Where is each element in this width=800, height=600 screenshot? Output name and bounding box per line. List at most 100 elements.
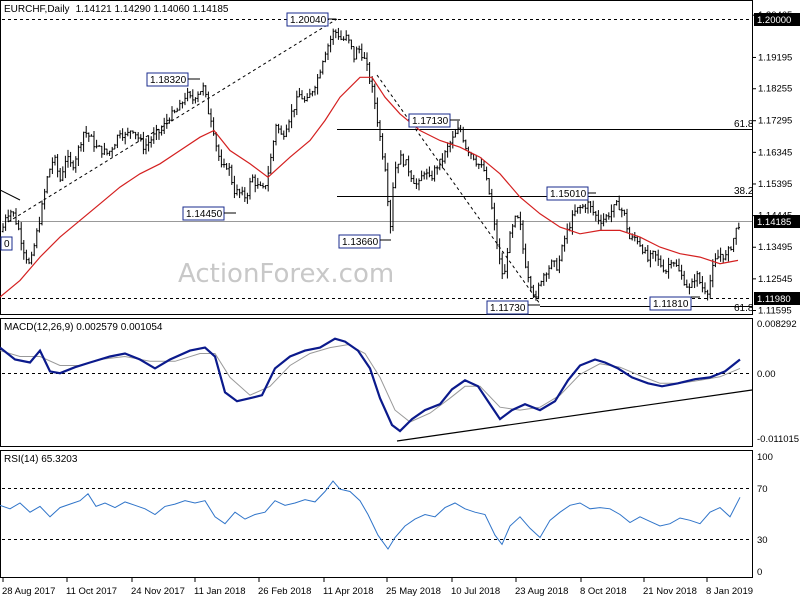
- price-candle: [384, 153, 387, 172]
- svg-text:1.20040: 1.20040: [290, 15, 327, 26]
- price-candle: [514, 215, 517, 228]
- price-candle: [371, 76, 374, 93]
- price-candle: [332, 28, 335, 45]
- price-candle: [152, 127, 155, 144]
- price-candle: [38, 216, 41, 233]
- price-candle: [623, 209, 626, 216]
- time-tick-label: 8 Jan 2019: [706, 586, 753, 597]
- price-candle: [350, 39, 353, 50]
- price-candle: [235, 184, 239, 196]
- price-axis: 1.204651.191951.182551.172951.163451.153…: [752, 10, 792, 317]
- price-candle: [212, 117, 215, 136]
- price-candle: [77, 145, 80, 166]
- svg-text:1.11980: 1.11980: [757, 294, 791, 305]
- price-candle: [139, 134, 142, 142]
- svg-text:1.11810: 1.11810: [653, 299, 689, 310]
- price-candle: [716, 249, 720, 260]
- price-candle: [508, 231, 512, 254]
- price-candle: [20, 222, 23, 251]
- price-candle: [493, 202, 496, 231]
- fib-label-618: 61.8: [734, 119, 754, 130]
- level-label-bottom: 1.11980: [754, 292, 800, 305]
- price-candle: [303, 96, 306, 103]
- price-candle: [480, 157, 483, 168]
- price-candle: [1, 223, 5, 233]
- price-candle: [605, 214, 608, 223]
- price-candle: [9, 209, 12, 222]
- svg-text:1.17130: 1.17130: [412, 116, 449, 127]
- price-candle: [599, 214, 603, 230]
- price-candle: [287, 119, 291, 133]
- price-candle: [355, 46, 358, 60]
- price-candle: [7, 209, 10, 223]
- price-candle: [79, 141, 83, 152]
- price-candle: [204, 85, 207, 98]
- time-tick-label: 10 Jul 2018: [451, 586, 500, 597]
- trendline-down: [376, 74, 541, 305]
- annotation-low-3: 1.11730: [486, 300, 540, 315]
- price-candle: [402, 153, 405, 168]
- price-candle: [326, 43, 330, 61]
- price-candle: [72, 160, 75, 171]
- price-candle: [272, 140, 275, 162]
- price-candle: [651, 250, 655, 259]
- svg-text:1.20000: 1.20000: [757, 15, 791, 26]
- price-candle: [410, 170, 413, 183]
- price-candle: [451, 130, 454, 149]
- price-candle: [628, 226, 631, 240]
- price-candle: [456, 120, 460, 135]
- price-candle: [485, 166, 488, 181]
- price-candle: [360, 43, 363, 61]
- price-candle: [506, 247, 509, 279]
- price-candle: [196, 91, 200, 103]
- price-candle: [732, 237, 735, 253]
- price-candle: [594, 211, 597, 222]
- price-candle: [129, 130, 132, 139]
- macd-title: MACD(12,26,9) 0.002579 0.001054: [4, 322, 163, 333]
- price-candle: [563, 235, 566, 252]
- price-candle: [53, 154, 57, 166]
- price-candle: [170, 106, 174, 122]
- price-candle: [347, 34, 350, 44]
- price-candle: [641, 244, 644, 255]
- price-candle: [165, 113, 168, 129]
- price-candle: [654, 250, 657, 262]
- price-candle: [477, 163, 480, 170]
- price-candle: [4, 214, 7, 231]
- price-candle: [550, 259, 553, 270]
- price-candle: [269, 153, 272, 174]
- price-candle: [420, 170, 423, 182]
- price-candle: [454, 128, 457, 138]
- price-candle: [85, 125, 88, 138]
- price-candle: [521, 220, 525, 254]
- price-candle: [501, 252, 504, 280]
- time-tick-label: 24 Nov 2017: [131, 586, 185, 597]
- price-tick-label: 1.12545: [758, 274, 792, 285]
- price-candle: [404, 159, 408, 166]
- price-candle: [105, 148, 109, 156]
- price-candle: [137, 132, 140, 142]
- price-candle: [111, 146, 114, 158]
- price-candle: [449, 140, 452, 153]
- price-candle: [209, 108, 213, 128]
- macd-panel: [0, 318, 753, 447]
- svg-text:0: 0: [4, 239, 10, 250]
- price-candle: [394, 161, 397, 189]
- price-candle: [625, 208, 629, 233]
- price-panel: [0, 0, 753, 315]
- fib-label-618-low: 61.8: [734, 303, 754, 314]
- time-tick-label: 26 Feb 2018: [258, 586, 311, 597]
- price-candle: [446, 142, 449, 158]
- price-candle: [412, 174, 415, 185]
- price-candle: [69, 151, 72, 167]
- price-candle: [225, 163, 228, 170]
- price-candle: [61, 166, 64, 182]
- watermark: ActionForex.com: [178, 259, 394, 289]
- price-candle: [233, 175, 236, 199]
- price-candle: [690, 278, 694, 288]
- price-candle: [589, 201, 592, 213]
- price-candle: [363, 52, 366, 59]
- price-candle: [74, 156, 77, 173]
- price-candle: [727, 246, 730, 262]
